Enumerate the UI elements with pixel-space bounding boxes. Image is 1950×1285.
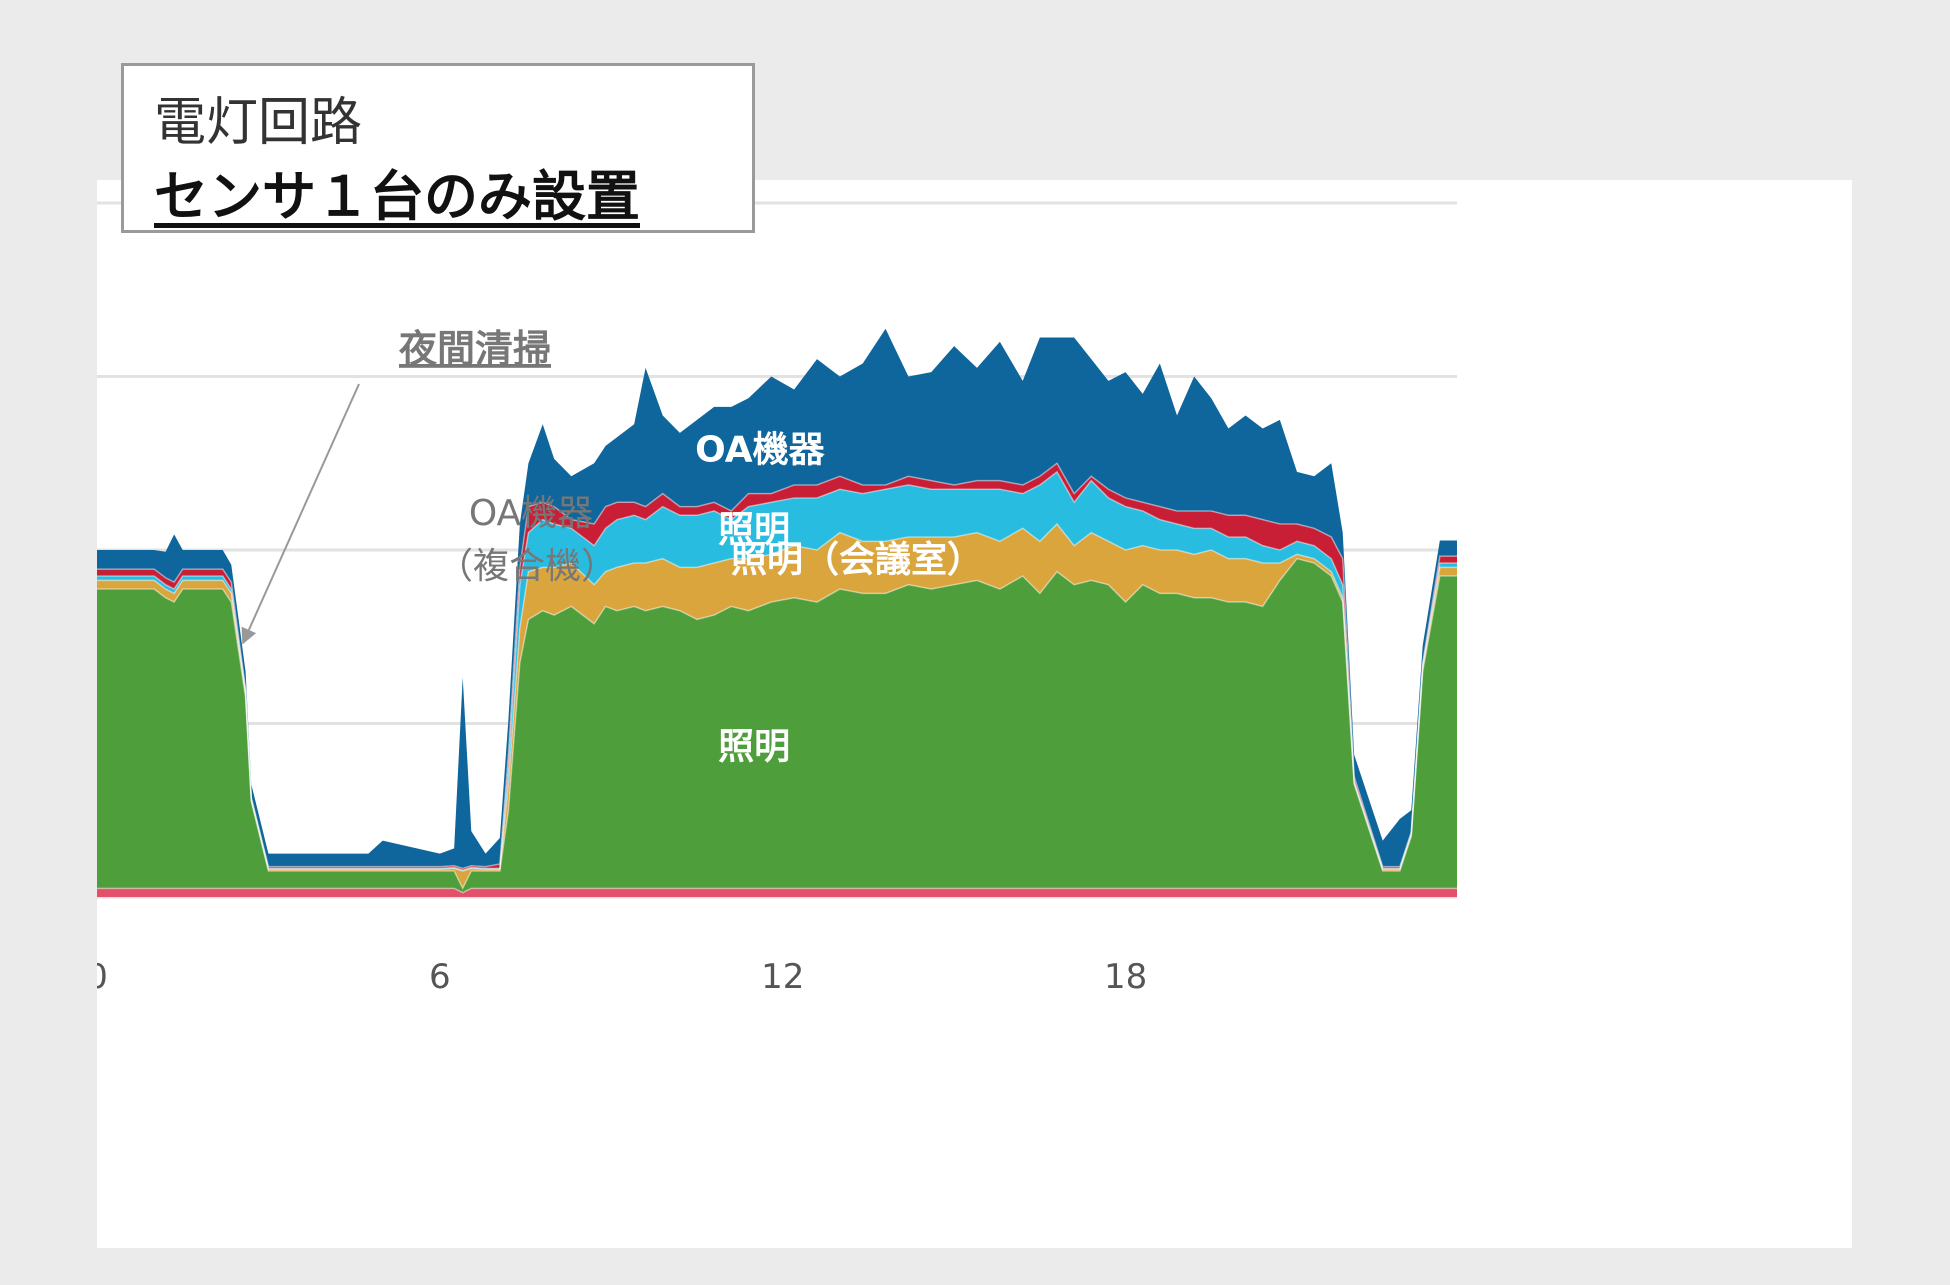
x-tick-label: 12: [761, 957, 804, 997]
area-series-3: [97, 471, 1457, 871]
area-series: [97, 328, 1457, 897]
series-label: OA機器: [695, 429, 825, 470]
series-separator: [97, 887, 1457, 894]
area-series-0: [97, 888, 1457, 897]
x-tick-label: 6: [429, 957, 451, 997]
oa-equipment-annotation-line2: （複合機）: [437, 546, 617, 587]
series-separator: [97, 522, 1457, 872]
area-series-5: [97, 328, 1457, 869]
area-series-1: [97, 558, 1457, 893]
x-tick-label: 18: [1104, 957, 1147, 997]
series-separator: [97, 462, 1457, 870]
series-separator: [97, 557, 1457, 891]
series-separator: [97, 470, 1457, 871]
chart-subtitle: センサ１台のみ設置: [154, 165, 640, 228]
night-cleaning-arrow: [241, 383, 360, 645]
oa-equipment-annotation-line1: OA機器: [469, 493, 593, 534]
series-label: 照明: [718, 726, 790, 767]
x-axis-ticks: 0 6 12 18: [97, 957, 1147, 997]
area-series-2: [97, 523, 1457, 889]
series-label: 照明: [718, 510, 790, 551]
x-tick-label: 0: [97, 957, 108, 997]
night-cleaning-annotation: 夜間清掃: [398, 327, 551, 371]
series-label: 照明（会議室）: [731, 539, 983, 580]
title-box: 電灯回路 センサ１台のみ設置: [121, 63, 755, 233]
chart-title: 電灯回路: [154, 93, 363, 153]
annotations: 夜間清掃 OA機器 （複合機）: [241, 327, 617, 645]
